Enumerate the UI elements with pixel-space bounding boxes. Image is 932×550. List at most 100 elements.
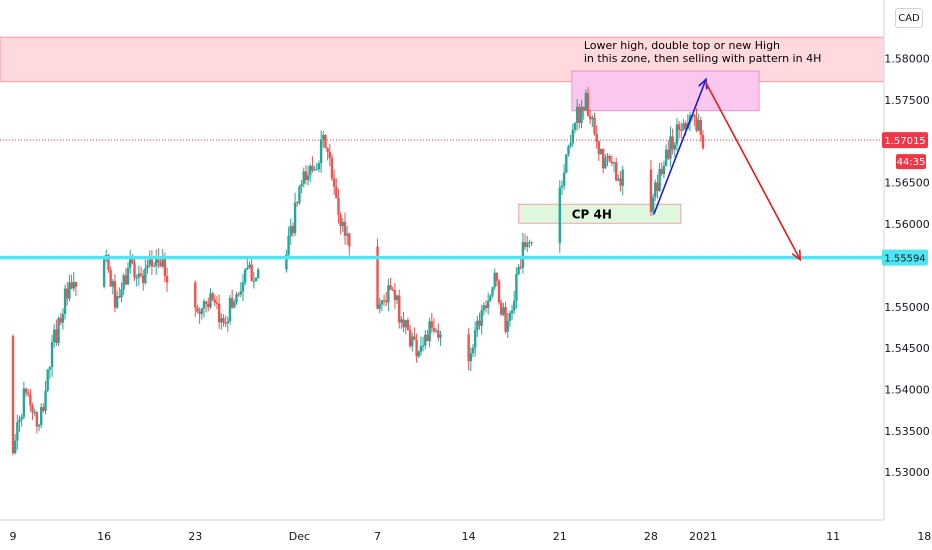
candle-body bbox=[48, 367, 52, 370]
candle-body bbox=[612, 162, 616, 164]
candle bbox=[144, 259, 147, 285]
candle-body bbox=[376, 246, 379, 309]
candle-body bbox=[604, 157, 607, 169]
candle bbox=[649, 159, 653, 217]
candle-body bbox=[198, 311, 201, 314]
candle bbox=[486, 292, 490, 315]
candle-body bbox=[50, 342, 54, 368]
candle-body bbox=[111, 281, 115, 287]
candle bbox=[335, 178, 338, 199]
candle-body bbox=[476, 320, 479, 331]
candle-body bbox=[682, 123, 685, 131]
candle bbox=[230, 289, 234, 309]
candle-body bbox=[502, 307, 505, 315]
blue-up-arrow[interactable] bbox=[653, 77, 708, 215]
candle-body bbox=[387, 285, 390, 303]
candle-body bbox=[26, 392, 30, 395]
candle bbox=[560, 180, 564, 195]
candle-body bbox=[53, 329, 56, 343]
candle-body bbox=[660, 168, 663, 175]
currency-button[interactable]: CAD bbox=[895, 8, 923, 28]
candle bbox=[510, 304, 514, 320]
candle bbox=[317, 160, 321, 173]
candle-body bbox=[419, 346, 423, 352]
candle bbox=[489, 294, 492, 302]
candle bbox=[669, 126, 672, 167]
candle-body bbox=[482, 305, 486, 311]
candle bbox=[493, 268, 496, 290]
candle bbox=[575, 99, 579, 131]
candle-body bbox=[235, 294, 238, 303]
candle-body bbox=[680, 129, 683, 131]
candle bbox=[211, 291, 214, 302]
candle bbox=[615, 157, 618, 182]
candle bbox=[608, 154, 611, 163]
candle bbox=[419, 336, 423, 356]
candle bbox=[439, 330, 442, 346]
time-axis[interactable] bbox=[0, 520, 884, 550]
candle-body bbox=[673, 144, 676, 150]
candle bbox=[122, 273, 125, 296]
candle-body bbox=[402, 319, 405, 328]
candle-body bbox=[226, 321, 230, 324]
candle bbox=[150, 250, 154, 276]
candle-body bbox=[599, 148, 603, 155]
candle bbox=[578, 104, 581, 129]
x-tick-label: 23 bbox=[188, 530, 202, 543]
candle bbox=[523, 233, 527, 251]
candle bbox=[508, 310, 512, 327]
candle-body bbox=[252, 281, 256, 283]
candle bbox=[660, 162, 663, 177]
candle bbox=[309, 163, 312, 183]
candle-body bbox=[243, 269, 247, 283]
candle bbox=[517, 263, 520, 276]
candle-body bbox=[395, 295, 399, 301]
price-axis[interactable] bbox=[884, 0, 932, 550]
candle-body bbox=[324, 135, 327, 149]
countdown-label: 44:35 bbox=[897, 157, 926, 168]
candle bbox=[146, 259, 149, 274]
candle-body bbox=[567, 146, 570, 155]
candle-body bbox=[586, 92, 590, 117]
candle-body bbox=[530, 242, 533, 244]
candle bbox=[378, 297, 381, 314]
candle-body bbox=[523, 242, 527, 247]
candle bbox=[44, 381, 47, 415]
candle bbox=[500, 299, 503, 317]
candle bbox=[126, 262, 130, 286]
candle-body bbox=[57, 318, 60, 343]
candle bbox=[31, 403, 34, 420]
candle-body bbox=[165, 276, 169, 283]
candle-body bbox=[469, 353, 473, 362]
candle bbox=[601, 148, 605, 174]
candle bbox=[332, 169, 336, 196]
red-down-arrow[interactable] bbox=[704, 80, 801, 262]
candle-body bbox=[133, 263, 136, 278]
candle bbox=[677, 120, 681, 139]
candle-body bbox=[150, 259, 154, 267]
candle-body bbox=[510, 310, 514, 314]
support-price-label: 1.55594 bbox=[884, 254, 925, 265]
candle bbox=[57, 316, 60, 347]
candle-body bbox=[120, 289, 123, 298]
candle bbox=[530, 241, 533, 247]
candle-body bbox=[649, 169, 653, 212]
candle-body bbox=[656, 182, 659, 192]
candle bbox=[502, 302, 505, 317]
candle-body bbox=[135, 277, 138, 279]
candle-body bbox=[233, 302, 236, 308]
candle-body bbox=[207, 303, 210, 308]
candle bbox=[667, 140, 670, 161]
candle-body bbox=[495, 272, 499, 281]
candle-body bbox=[228, 298, 232, 322]
candle-body bbox=[107, 255, 110, 270]
candle-body bbox=[11, 336, 15, 454]
candle bbox=[141, 269, 145, 291]
candle-body bbox=[115, 296, 119, 308]
candle-body bbox=[578, 106, 581, 124]
candle bbox=[228, 294, 232, 325]
candle bbox=[573, 122, 577, 134]
x-tick-label: 9 bbox=[10, 530, 17, 543]
candle-body bbox=[404, 320, 407, 328]
